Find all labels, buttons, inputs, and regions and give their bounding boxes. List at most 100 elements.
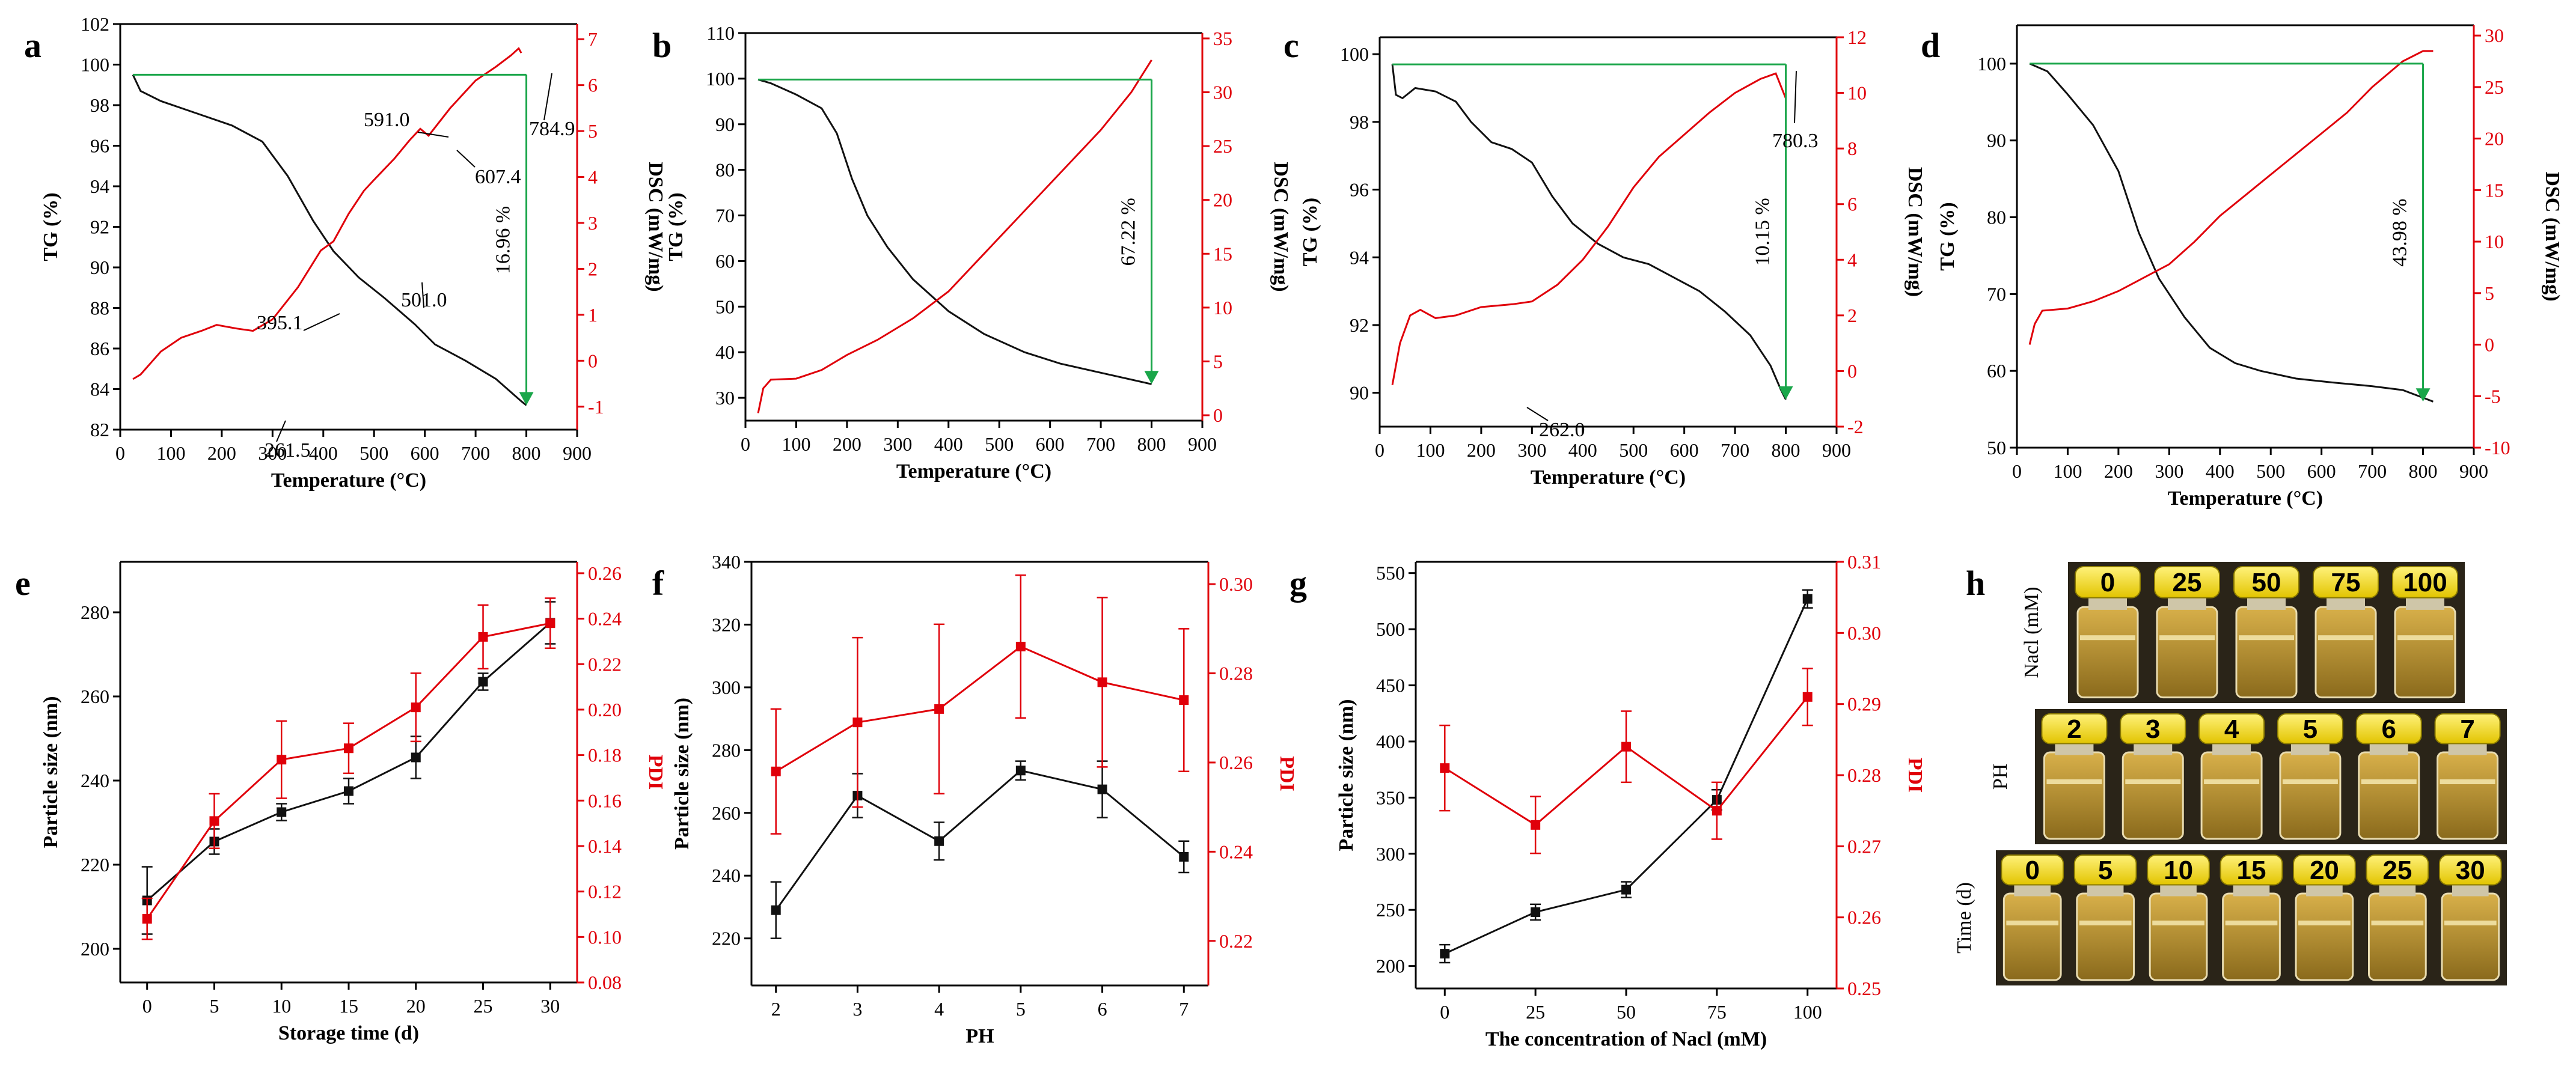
y2-tick-label: 0.25 — [1847, 978, 1881, 999]
y-tick-label: 260 — [712, 802, 741, 824]
y2-tick-label: 0.20 — [588, 699, 622, 720]
x-tick-label: 800 — [1772, 439, 1800, 461]
mass-loss-label: 67.22 % — [1118, 198, 1140, 266]
annotation-leader — [417, 132, 449, 138]
x-tick-label: 600 — [1036, 433, 1065, 455]
annotation-leader — [1526, 407, 1549, 421]
y-tick-label: 300 — [1376, 843, 1405, 865]
y2-tick-label: 0.29 — [1847, 693, 1881, 715]
x-tick-label: 0 — [1375, 439, 1384, 461]
vial-meniscus — [2079, 921, 2132, 925]
x-tick-label: 800 — [512, 442, 541, 464]
vial-body — [2043, 751, 2105, 840]
x-tick-label: 0 — [2012, 460, 2022, 482]
annotation-leader — [543, 73, 552, 121]
y2-tick-label: 5 — [2485, 282, 2494, 304]
y2-tick-label: 0.24 — [1219, 841, 1253, 862]
annotation-784-9: 784.9 — [529, 118, 575, 140]
dsc-curve — [757, 59, 1152, 413]
photo-row-label: Nacl (mM) — [2021, 586, 2043, 678]
vial-cap-label: 0 — [2100, 568, 2115, 597]
annotation-780-3: 780.3 — [1772, 130, 1819, 152]
x-tick-label: 600 — [1670, 439, 1699, 461]
vial-cap — [2220, 854, 2283, 886]
y2-tick-label: 1 — [588, 304, 598, 326]
dsc-curve — [1391, 72, 1787, 385]
x-tick-label: 500 — [359, 442, 388, 464]
y-tick-label: 88 — [90, 297, 109, 319]
size-point — [478, 677, 488, 687]
x-tick-label: 900 — [2459, 460, 2488, 482]
vial-body — [2076, 892, 2135, 981]
vial-meniscus — [2152, 921, 2204, 925]
x-axis-label: Temperature (°C) — [1531, 466, 1686, 489]
x-tick-label: 0 — [142, 995, 152, 1017]
y-tick-label: 500 — [1376, 618, 1405, 640]
y-tick-label: 90 — [1987, 130, 2006, 151]
y-tick-label: 100 — [706, 68, 735, 90]
annotation-262-0: 262.0 — [1539, 419, 1585, 441]
y-axis-label: Particle size (nm) — [40, 696, 62, 848]
size-point — [1097, 784, 1107, 794]
y2-axis-label: DSC (mW/mg) — [1270, 162, 1292, 291]
tg-dsc-chart-d: 0 100 200 300 400 500 600 700 800 900506070809010… — [1936, 24, 2563, 510]
size-point — [1531, 907, 1541, 917]
vial-cap-label: 25 — [2173, 568, 2202, 597]
x-tick-label: 600 — [2307, 460, 2336, 482]
x-tick-label: 100 — [782, 433, 810, 455]
y2-tick-label: 5 — [588, 120, 598, 142]
y-tick-label: 96 — [1350, 179, 1369, 201]
mass-loss-arrowhead — [1778, 386, 1793, 400]
annotation-leader — [303, 313, 340, 331]
vial-meniscus — [2440, 779, 2495, 784]
vial-cap — [2198, 713, 2265, 745]
vial-cap-label: 15 — [2237, 856, 2266, 885]
annotation-591-0: 591.0 — [364, 109, 410, 131]
x-tick-label: 0 — [115, 442, 125, 464]
x-tick-label: 500 — [985, 433, 1014, 455]
y2-tick-label: 0.24 — [588, 608, 622, 630]
y-tick-label: 84 — [90, 379, 109, 400]
x-tick-label: 4 — [934, 998, 944, 1020]
y-tick-label: 80 — [715, 159, 735, 181]
y2-axis-label: PDI — [644, 755, 667, 790]
y-tick-label: 98 — [1350, 111, 1369, 133]
size-point — [1015, 766, 1026, 776]
vial-body — [2279, 751, 2342, 840]
y2-tick-label: 0 — [1847, 360, 1857, 382]
annotation-395-1: 395.1 — [257, 312, 303, 334]
y2-tick-label: 6 — [588, 75, 598, 96]
y-tick-label: 94 — [90, 175, 109, 197]
vial-meniscus — [2125, 779, 2181, 784]
y2-tick-label: 35 — [1213, 28, 1232, 49]
y2-tick-label: 25 — [2485, 76, 2504, 98]
x-tick-label: 100 — [1793, 1001, 1822, 1023]
y2-tick-label: 10 — [1213, 297, 1232, 318]
y2-tick-label: -5 — [2485, 385, 2501, 407]
vial-cap — [2233, 566, 2299, 598]
annotation-501-0: 501.0 — [401, 289, 447, 311]
storage-stability-chart: 0 5 10 15 20 25 30 200 220 240 260 280 0.08 0.10 0.12 0… — [40, 561, 667, 1044]
vial-cap — [2001, 854, 2064, 886]
nacl-stability-chart: 0 25 50 75 100 200 250 300 350 400 450 500 550 0.25 0.… — [1335, 551, 1926, 1050]
vial-meniscus — [2444, 921, 2497, 925]
x-tick-label: 50 — [1617, 1001, 1636, 1023]
vial-cap — [2147, 854, 2210, 886]
y-tick-label: 92 — [1350, 314, 1369, 336]
y2-tick-label: 0.26 — [588, 562, 622, 584]
y2-axis-label: DSC (mW/mg) — [644, 162, 667, 291]
y2-tick-label: 12 — [1847, 26, 1867, 48]
y2-tick-label: 0.18 — [588, 745, 622, 766]
y2-tick-label: 0 — [588, 350, 598, 371]
y2-tick-label: 0.12 — [588, 881, 622, 903]
y2-tick-label: 0.28 — [1219, 663, 1253, 684]
x-tick-label: 400 — [2206, 460, 2235, 482]
y-tick-label: 200 — [81, 938, 109, 960]
dsc-curve — [132, 47, 522, 380]
y-tick-label: 350 — [1376, 787, 1405, 808]
y2-tick-label: 0.26 — [1219, 752, 1253, 773]
x-tick-label: 200 — [1467, 439, 1496, 461]
pdi-point — [1712, 806, 1722, 816]
y2-tick-label: 0.26 — [1847, 907, 1881, 928]
